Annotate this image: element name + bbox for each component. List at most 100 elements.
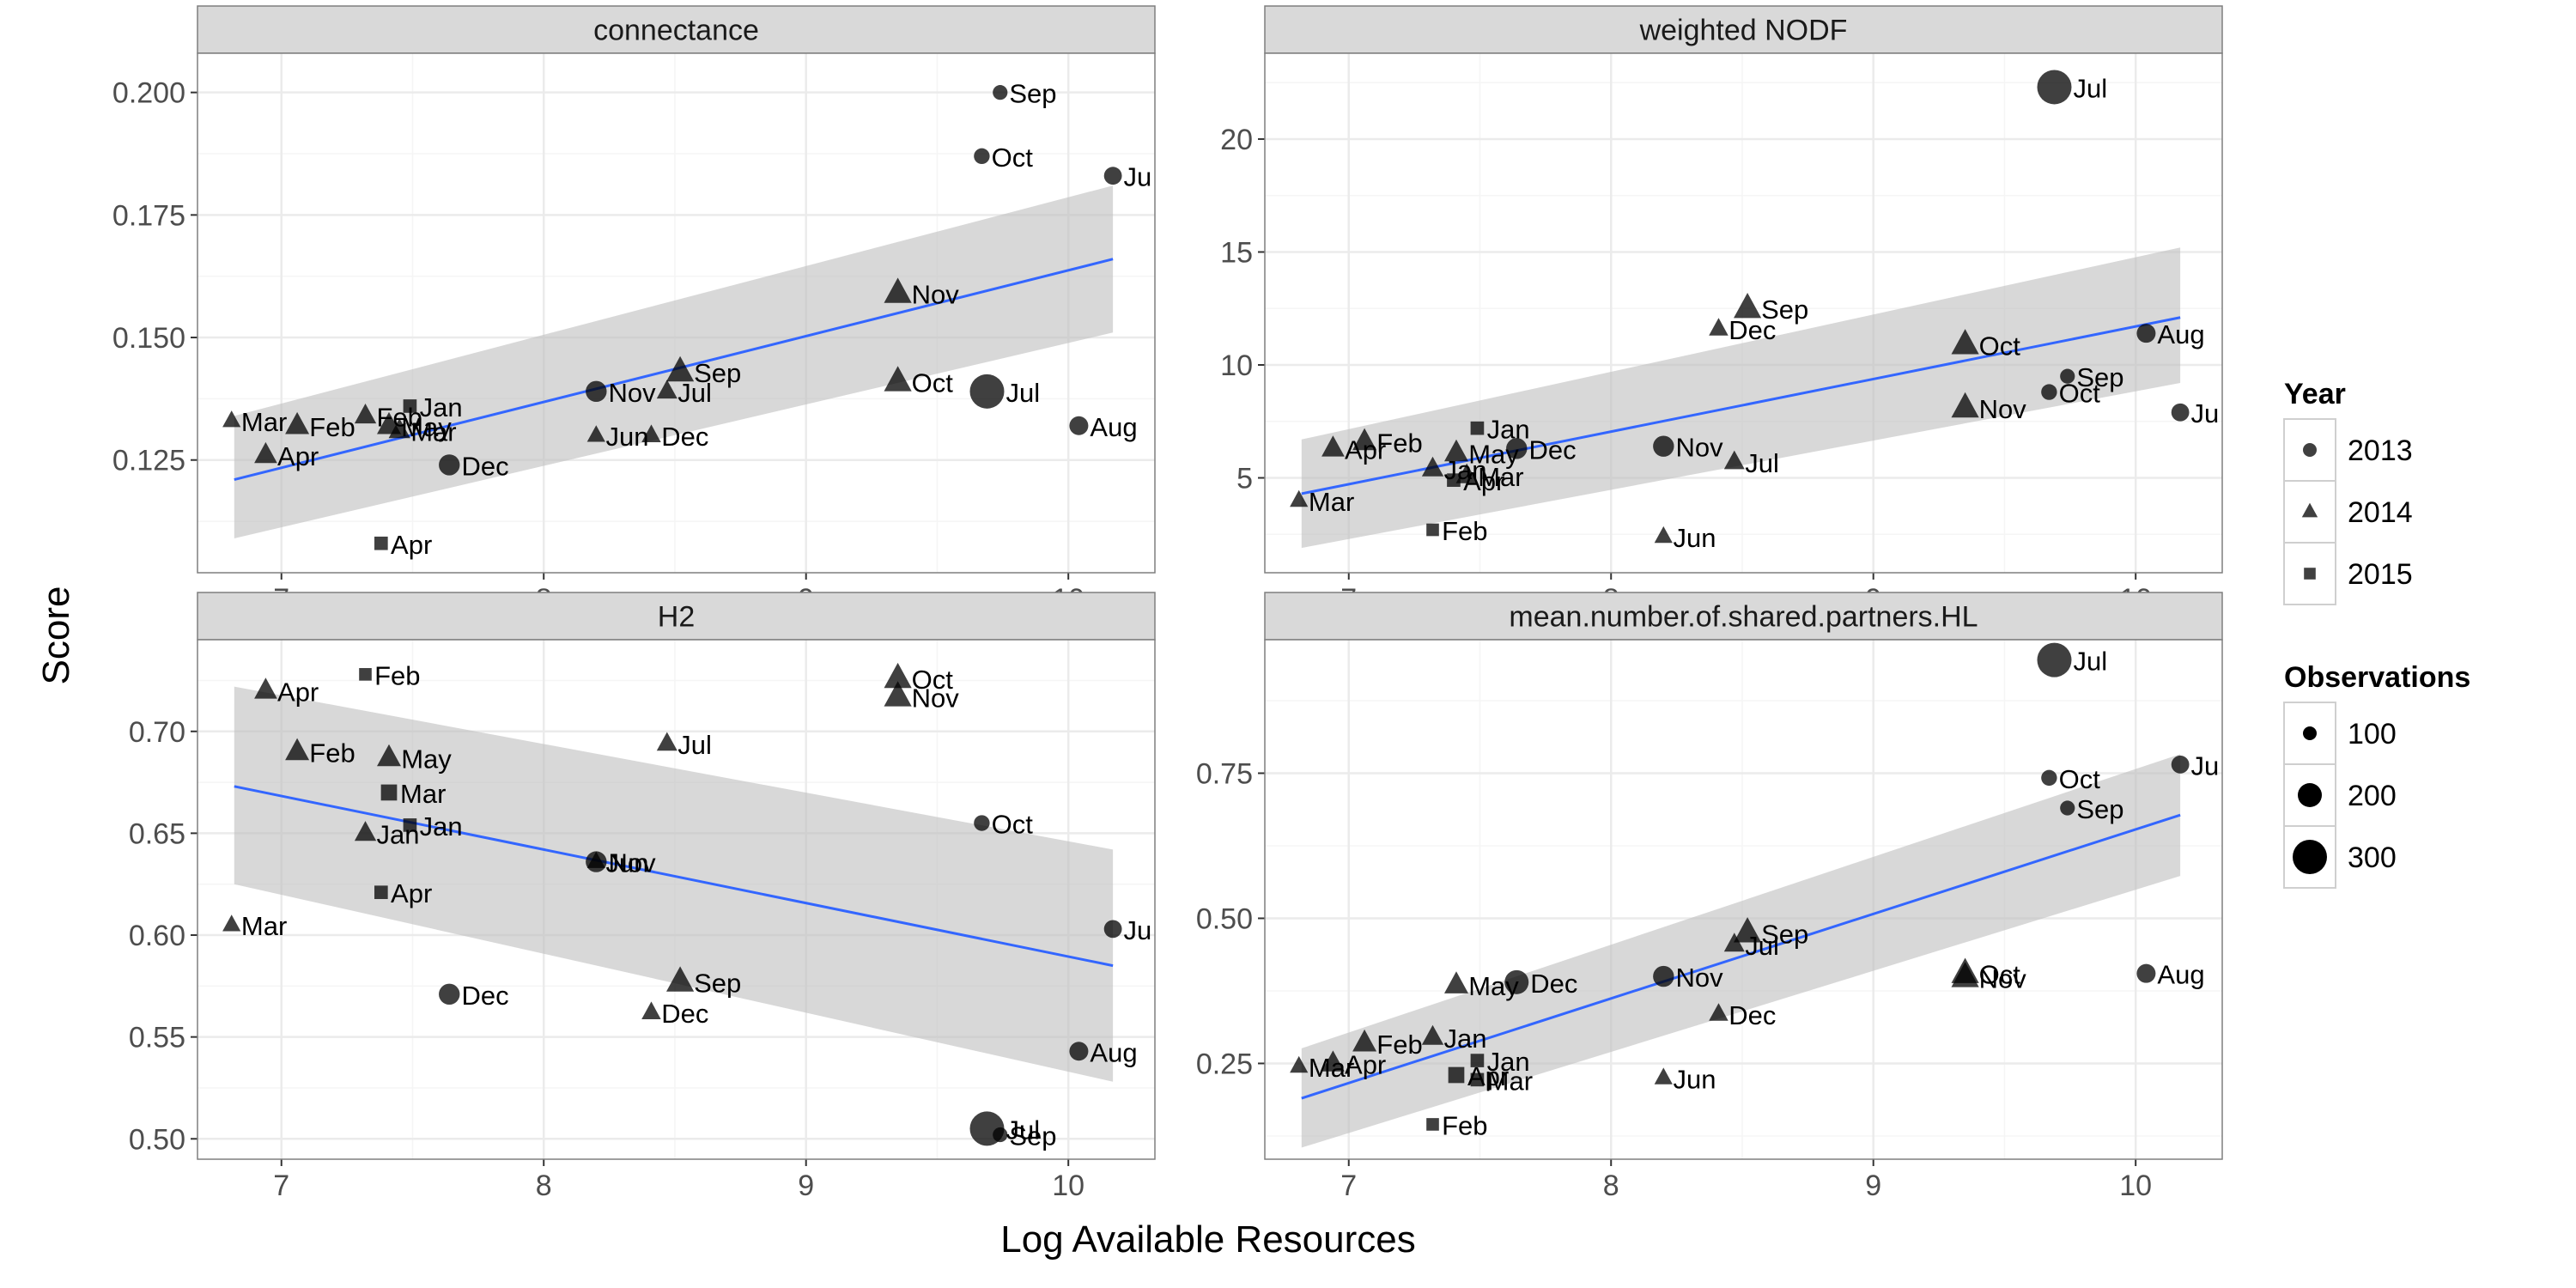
data-point xyxy=(1426,1118,1439,1131)
point-label: Nov xyxy=(912,683,960,713)
point-label: Nov xyxy=(912,280,960,310)
point-label: Feb xyxy=(309,738,355,768)
legend-observations-title: Observations xyxy=(2284,661,2470,694)
data-point xyxy=(884,277,912,303)
legend-triangle-icon xyxy=(2301,502,2318,518)
point-label: Dec xyxy=(1528,434,1576,465)
confidence-band xyxy=(234,686,1114,1082)
y-tick-label: 0.175 xyxy=(112,199,185,232)
legend-observations-label: 300 xyxy=(2348,841,2397,874)
point-label: Dec xyxy=(1530,969,1577,999)
y-tick-label: 0.125 xyxy=(112,445,185,477)
data-point xyxy=(1653,965,1674,987)
point-label: Apr xyxy=(277,677,319,707)
data-point xyxy=(285,738,310,761)
data-point xyxy=(1734,917,1762,943)
point-label: Apr xyxy=(277,441,319,471)
point-label: Dec xyxy=(1728,315,1776,345)
point-label: Sep xyxy=(694,358,741,388)
y-tick-label: 0.50 xyxy=(1196,902,1253,935)
facet-panel-1: connectance789100.1250.1500.1750.200SepO… xyxy=(112,5,1156,616)
data-point xyxy=(586,851,605,868)
point-label: Apr xyxy=(391,878,432,908)
facet-panel-4: mean.number.of.shared.partners.HL 7 8 9 10 0.… xyxy=(1196,592,2223,1202)
point-label: Jul xyxy=(1745,931,1779,961)
data-point xyxy=(354,821,377,841)
plot-area xyxy=(222,85,1122,550)
y-tick-label: 10 xyxy=(1220,349,1253,382)
data-point xyxy=(586,380,607,403)
point-label: Ju xyxy=(1124,162,1152,192)
point-label: Oct xyxy=(2059,379,2101,409)
point-label: Mar xyxy=(1309,1053,1354,1083)
data-point xyxy=(1290,1055,1309,1073)
point-label: May xyxy=(401,412,452,442)
facet-strip-title: connectance xyxy=(593,15,759,47)
data-point xyxy=(993,85,1008,100)
point-label: Jan xyxy=(420,392,463,422)
point-label: Oct xyxy=(912,665,954,695)
point-label: Oct xyxy=(2059,764,2101,794)
data-point xyxy=(1470,1072,1485,1087)
data-point xyxy=(1723,933,1745,952)
data-point xyxy=(974,815,990,831)
facet-panel-2: weighted NODF789105101520JulAugSepOctJuN… xyxy=(1220,5,2223,616)
point-label: Dec xyxy=(661,422,708,452)
data-point xyxy=(2041,384,2057,400)
point-label: Oct xyxy=(992,810,1034,840)
data-point xyxy=(1951,392,1979,418)
data-point xyxy=(1447,473,1461,487)
point-label: May xyxy=(1468,440,1519,470)
point-label: Feb xyxy=(374,660,420,690)
data-point xyxy=(2171,755,2190,774)
x-tick-label: 8 xyxy=(1603,1170,1619,1202)
point-labels: JulJuOctSepAugNovDecSepJulOctNovDecJunMa… xyxy=(1309,647,2219,1141)
data-point xyxy=(1504,969,1529,994)
data-point xyxy=(374,536,388,550)
data-point xyxy=(1723,450,1745,470)
y-tick-label: 0.65 xyxy=(129,817,185,850)
confidence-band xyxy=(1301,247,2181,549)
point-label: Feb xyxy=(377,402,422,432)
data-point xyxy=(884,681,912,707)
point-label: Aug xyxy=(2157,960,2204,990)
point-label: Jan xyxy=(420,811,463,841)
facet-strip-title: H2 xyxy=(658,601,695,634)
data-point xyxy=(666,966,695,992)
data-point xyxy=(1709,1003,1728,1021)
data-point xyxy=(254,677,277,699)
x-tick-label: 7 xyxy=(273,1170,289,1202)
point-label: Apr xyxy=(1467,1061,1509,1091)
point-label: Jun xyxy=(1674,523,1716,553)
data-point xyxy=(1709,318,1728,336)
point-label: Feb xyxy=(309,412,355,442)
data-point xyxy=(1654,526,1673,544)
y-tick-label: 0.70 xyxy=(129,716,185,749)
facet-strip-title: mean.number.of.shared.partners.HL xyxy=(1509,601,1978,634)
point-label: Jan xyxy=(1487,415,1530,445)
data-point xyxy=(1321,1050,1345,1072)
data-point xyxy=(1653,435,1674,457)
legend-size-icon xyxy=(2293,840,2327,874)
data-point xyxy=(1951,329,1979,355)
data-point xyxy=(2060,368,2075,384)
data-point xyxy=(439,454,460,476)
confidence-band xyxy=(234,185,1114,538)
data-point xyxy=(388,418,410,439)
data-point xyxy=(1470,1054,1485,1067)
point-labels: JulAugSepOctJuNovDecSepDecOctNovJulJunMa… xyxy=(1309,73,2219,552)
point-label: Jan xyxy=(1487,1047,1530,1077)
x-tick-label: 10 xyxy=(2119,1170,2152,1202)
point-label: Dec xyxy=(661,999,708,1029)
point-label: Sep xyxy=(2076,362,2123,392)
legend-year-title: Year xyxy=(2284,378,2346,410)
data-point xyxy=(403,818,417,832)
plot-area xyxy=(1290,70,2190,549)
legend-circle-icon xyxy=(2303,443,2317,457)
point-label: Oct xyxy=(992,143,1034,173)
data-point xyxy=(1290,489,1309,507)
point-label: Mar xyxy=(1478,462,1523,492)
point-label: Nov xyxy=(609,378,657,408)
data-point xyxy=(969,374,1005,409)
